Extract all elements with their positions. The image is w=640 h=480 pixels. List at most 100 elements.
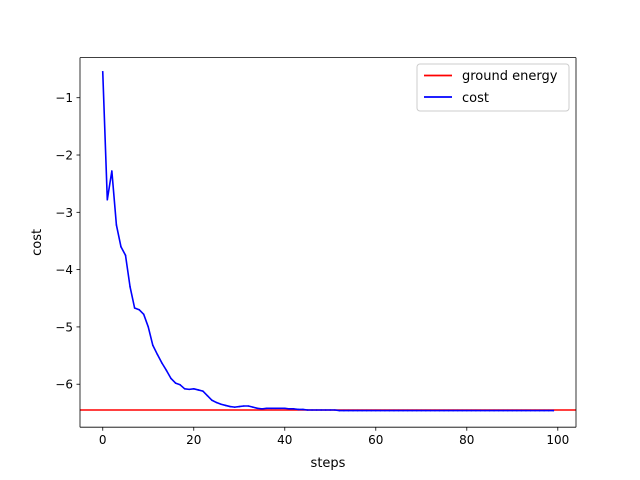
cost-point [534, 409, 536, 412]
cost-point [393, 409, 395, 412]
cost-point [388, 409, 391, 412]
cost-point [156, 353, 159, 356]
cost-point [152, 344, 154, 347]
cost-point [261, 408, 263, 410]
cost-point [315, 409, 318, 411]
cost-point [429, 409, 432, 412]
cost-point [124, 254, 127, 257]
cost-point [197, 389, 200, 391]
cost-point [274, 407, 277, 410]
cost-point [506, 409, 509, 412]
y-tick-label: −4 [55, 263, 73, 277]
cost-point [379, 409, 382, 412]
x-tick-label: 40 [277, 433, 292, 447]
cost-point [220, 403, 222, 406]
y-tick-label: −5 [55, 320, 73, 334]
cost-point [202, 390, 204, 392]
cost-point [516, 409, 518, 412]
cost-point [192, 388, 195, 390]
cost-point [288, 408, 291, 410]
cost-point [101, 71, 104, 73]
cost-point [452, 409, 454, 412]
cost-point [443, 409, 445, 412]
cost-point [397, 409, 400, 412]
cost-point [174, 382, 177, 384]
cost-point [270, 407, 272, 410]
axes-frame [79, 57, 577, 428]
cost-point [133, 307, 136, 309]
cost-point [538, 409, 541, 412]
legend-label-cost: cost [462, 91, 489, 106]
cost-point [329, 409, 332, 411]
cost-point [224, 404, 227, 407]
y-axis-ticks: −1 −2 −3 −4 −5 −6 [55, 91, 80, 392]
legend-box [416, 63, 570, 112]
plot-area [80, 57, 576, 428]
cost-point [279, 407, 282, 410]
cost-point [497, 409, 500, 412]
cost-point [529, 409, 532, 412]
cost-point [215, 401, 218, 404]
cost-point [552, 409, 555, 412]
cost-point [384, 409, 386, 412]
cost-point [161, 362, 163, 364]
cost-point [374, 409, 377, 412]
cost-point [547, 409, 550, 412]
y-axis-label: cost [30, 229, 45, 256]
x-tick-label: 20 [186, 433, 201, 447]
cost-point [206, 394, 209, 397]
y-tick-label: −3 [55, 206, 73, 220]
x-tick-label: 60 [368, 433, 383, 447]
cost-point [370, 409, 373, 412]
y-tick-label: −2 [55, 149, 73, 163]
cost-point [543, 409, 545, 412]
cost-point [188, 388, 191, 391]
cost-point [361, 409, 363, 412]
cost-point [356, 409, 359, 412]
cost-point [334, 409, 336, 411]
cost-point [456, 409, 459, 412]
cost-point [238, 405, 241, 408]
cost-point [233, 406, 236, 408]
x-axis-label: steps [311, 456, 346, 471]
cost-point [311, 409, 313, 411]
cost-point [493, 409, 495, 412]
cost-point [484, 409, 486, 412]
x-tick-label: 0 [99, 433, 107, 447]
cost-point [461, 409, 464, 412]
cost-point [415, 409, 418, 412]
cost-point [265, 407, 268, 410]
x-tick-label: 80 [459, 433, 474, 447]
cost-point [520, 409, 523, 412]
cost-point [488, 409, 491, 412]
y-tick-label: −1 [55, 91, 73, 105]
cost-point [147, 326, 150, 328]
cost-point [129, 286, 131, 288]
cost-point [320, 409, 322, 411]
cost-point [475, 409, 477, 412]
cost-point [106, 198, 109, 201]
cost-point [165, 369, 168, 372]
cost-point [256, 407, 259, 410]
cost-point [306, 409, 309, 411]
cost-point [243, 405, 245, 407]
cost-point [470, 409, 473, 412]
cost-point [111, 170, 113, 172]
cost-point [479, 409, 482, 412]
cost-point [502, 409, 504, 412]
x-axis-ticks: 0 20 40 60 80 100 [99, 427, 569, 447]
cost-line [101, 71, 555, 412]
cost-point [438, 409, 441, 412]
cost-point [179, 384, 181, 386]
cost-point [347, 409, 350, 412]
cost-point [324, 409, 327, 411]
legend: ground energy cost [416, 63, 570, 112]
cost-point [406, 409, 409, 412]
legend-label-ground-energy: ground energy [462, 69, 558, 84]
cost-point [420, 409, 423, 412]
cost-point [352, 409, 354, 412]
cost-point [138, 308, 140, 311]
cost-point [229, 405, 231, 408]
series-layer [80, 71, 576, 412]
cost-point [170, 377, 172, 380]
